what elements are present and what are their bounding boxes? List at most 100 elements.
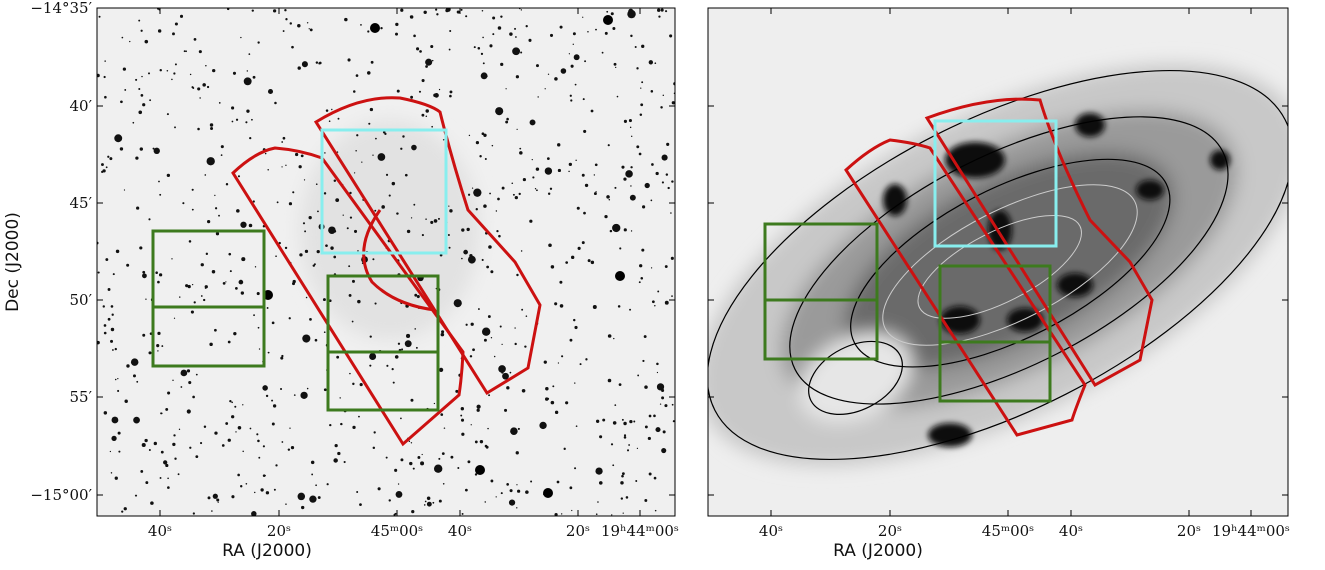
star: [140, 147, 143, 150]
star: [509, 32, 512, 35]
star: [228, 439, 231, 442]
star: [324, 192, 326, 194]
star: [392, 182, 395, 185]
star: [432, 502, 434, 504]
star: [529, 220, 532, 223]
star: [570, 95, 572, 97]
bright-star: [543, 488, 553, 498]
star: [371, 61, 374, 64]
star: [637, 375, 639, 377]
star: [662, 181, 664, 183]
star: [374, 302, 376, 304]
star: [238, 175, 240, 177]
star: [253, 314, 255, 316]
star: [349, 294, 352, 297]
star: [307, 388, 309, 390]
star: [662, 155, 668, 161]
star: [232, 121, 234, 123]
star: [595, 467, 602, 474]
star: [191, 86, 193, 88]
star: [163, 460, 167, 464]
star: [112, 314, 114, 316]
star: [389, 195, 391, 197]
star: [641, 45, 644, 48]
star: [135, 79, 137, 81]
star: [117, 378, 118, 379]
star: [264, 475, 265, 476]
star: [175, 63, 177, 65]
star: [528, 39, 531, 42]
star: [411, 145, 417, 151]
star: [653, 415, 656, 418]
star: [658, 15, 660, 17]
star: [157, 332, 160, 335]
star: [111, 328, 114, 331]
star: [400, 418, 402, 420]
star: [257, 41, 259, 43]
star: [496, 230, 498, 232]
star: [398, 343, 400, 345]
star: [640, 87, 641, 88]
star: [536, 64, 539, 67]
y-tick-label: 50′: [70, 291, 93, 309]
star: [393, 382, 395, 384]
star: [302, 61, 308, 67]
star: [622, 472, 625, 475]
star: [466, 228, 469, 231]
star: [519, 151, 523, 155]
star: [550, 188, 552, 190]
star: [283, 30, 285, 32]
star: [159, 194, 161, 196]
star: [661, 9, 664, 12]
star: [174, 126, 176, 128]
star: [626, 496, 629, 499]
star: [609, 199, 610, 200]
star: [313, 264, 315, 266]
star: [571, 256, 574, 259]
star: [210, 127, 213, 130]
star: [450, 90, 453, 93]
star: [107, 156, 109, 158]
star: [654, 305, 655, 306]
star: [661, 396, 664, 399]
star: [608, 144, 610, 146]
star: [157, 281, 160, 284]
star: [180, 386, 182, 388]
star: [361, 161, 362, 162]
star: [488, 315, 491, 318]
star: [629, 119, 632, 122]
star: [111, 436, 116, 441]
star: [571, 65, 574, 68]
star: [246, 483, 248, 485]
star: [621, 497, 623, 499]
star: [582, 241, 585, 244]
star: [182, 202, 184, 204]
star: [234, 406, 236, 408]
star: [577, 207, 580, 210]
star: [240, 222, 246, 228]
star: [104, 324, 107, 327]
star: [664, 404, 667, 407]
star: [129, 41, 130, 42]
star: [665, 301, 669, 305]
star: [142, 334, 145, 337]
star: [648, 437, 651, 440]
star: [284, 9, 286, 11]
star: [561, 355, 563, 357]
star: [494, 356, 496, 358]
star: [478, 47, 481, 50]
star: [386, 174, 388, 176]
star: [223, 282, 226, 285]
star: [651, 267, 652, 268]
star: [116, 250, 119, 253]
star: [133, 374, 136, 377]
star: [173, 72, 175, 74]
star: [649, 473, 652, 476]
star: [174, 458, 176, 460]
star: [141, 94, 144, 97]
star: [416, 47, 419, 50]
star: [103, 305, 105, 307]
star: [260, 488, 263, 491]
star: [272, 321, 275, 324]
star: [121, 510, 123, 512]
